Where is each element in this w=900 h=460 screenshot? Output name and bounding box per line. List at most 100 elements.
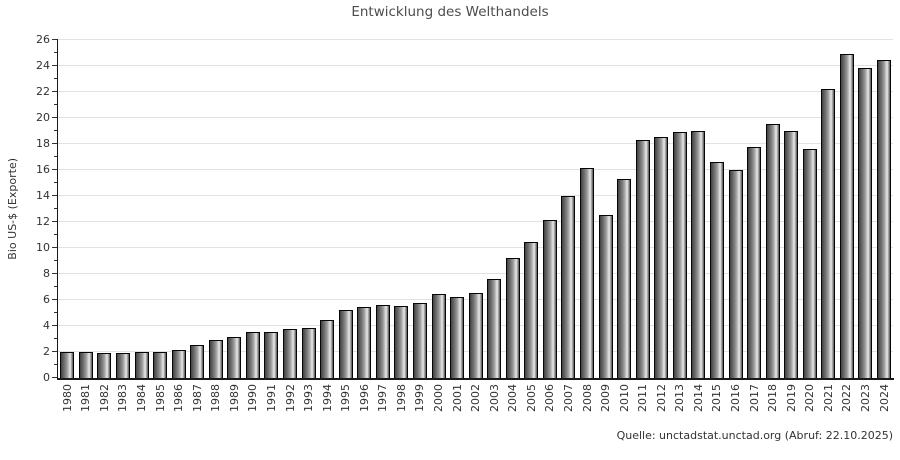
- x-tick-label: 2014: [691, 384, 705, 412]
- y-tick-label: 16: [36, 163, 50, 176]
- bar-1985: [153, 352, 168, 378]
- x-tick-cell: 2008: [578, 384, 597, 412]
- x-tick-cell: 2010: [615, 384, 634, 412]
- x-tick-label: 1985: [153, 384, 167, 412]
- y-tick-label: 18: [36, 137, 50, 150]
- x-tick-label: 2020: [803, 384, 817, 412]
- y-tick-label: 24: [36, 59, 50, 72]
- x-tick-cell: 1993: [299, 384, 318, 412]
- x-tick-label: 1994: [320, 384, 334, 412]
- y-tick-major: [51, 325, 57, 326]
- bar-2007: [561, 195, 576, 378]
- bar-slot: [336, 309, 355, 378]
- bar-2002: [468, 293, 483, 378]
- x-tick-label: 1987: [190, 384, 204, 412]
- x-tick-label: 2001: [450, 384, 464, 412]
- bar-1981: [78, 351, 93, 378]
- x-tick-label: 2005: [524, 384, 538, 412]
- y-tick-minor: [53, 234, 57, 235]
- bar-2001: [450, 296, 465, 378]
- bar-slot: [671, 131, 690, 378]
- x-tick-cell: 2002: [466, 384, 485, 412]
- y-tick-minor: [53, 156, 57, 157]
- y-tick-major: [51, 273, 57, 274]
- x-tick-cell: 1990: [244, 384, 263, 412]
- x-tick-cell: 2023: [856, 384, 875, 412]
- x-tick-label: 2009: [599, 384, 613, 412]
- bar-2017: [747, 147, 762, 378]
- x-axis-labels: 1980 1981 1982 1983 1984 1985 1986 1987 1988 1989…: [58, 384, 893, 412]
- y-tick-minor: [53, 260, 57, 261]
- bar-1989: [227, 337, 242, 378]
- x-tick-label: 2015: [710, 384, 724, 412]
- y-tick-label: 8: [43, 267, 50, 280]
- bar-slot: [77, 351, 96, 378]
- y-tick-major: [51, 143, 57, 144]
- bar-1994: [320, 320, 335, 378]
- bar-1993: [301, 328, 316, 378]
- y-tick-major: [51, 169, 57, 170]
- x-tick-label: 1997: [376, 384, 390, 412]
- bar-1995: [338, 309, 353, 378]
- y-axis-line: [56, 38, 58, 380]
- bar-2021: [821, 88, 836, 378]
- x-tick-cell: 1984: [132, 384, 151, 412]
- bar-2011: [635, 139, 650, 378]
- bar-2006: [542, 220, 557, 378]
- x-tick-cell: 1981: [77, 384, 96, 412]
- y-tick-major: [51, 351, 57, 352]
- x-tick-label: 1980: [60, 384, 74, 412]
- bar-slot: [726, 169, 745, 378]
- x-tick-cell: 1986: [169, 384, 188, 412]
- bar-2013: [672, 131, 687, 378]
- bar-1991: [264, 332, 279, 378]
- y-tick-label: 0: [43, 371, 50, 384]
- bar-slot: [225, 337, 244, 378]
- x-tick-cell: 1987: [188, 384, 207, 412]
- y-tick-label: 20: [36, 111, 50, 124]
- bar-2016: [728, 169, 743, 378]
- x-tick-cell: 2021: [819, 384, 838, 412]
- x-tick-cell: 2022: [838, 384, 857, 412]
- bar-2003: [487, 279, 502, 378]
- bar-slot: [745, 147, 764, 378]
- bar-slot: [151, 352, 170, 378]
- y-tick-minor: [53, 208, 57, 209]
- x-tick-label: 2003: [487, 384, 501, 412]
- x-tick-cell: 2006: [541, 384, 560, 412]
- x-tick-label: 2024: [877, 384, 891, 412]
- x-tick-cell: 1998: [392, 384, 411, 412]
- bar-slot: [801, 148, 820, 378]
- x-tick-cell: 2017: [745, 384, 764, 412]
- x-tick-cell: 2009: [596, 384, 615, 412]
- bar-2010: [617, 178, 632, 378]
- y-tick-major: [51, 299, 57, 300]
- bar-2009: [598, 215, 613, 378]
- x-tick-cell: 1999: [411, 384, 430, 412]
- gridline: [58, 65, 893, 66]
- y-tick-major: [51, 195, 57, 196]
- x-tick-cell: 2003: [485, 384, 504, 412]
- bar-slot: [559, 195, 578, 378]
- y-tick-minor: [53, 364, 57, 365]
- bar-slot: [355, 307, 374, 378]
- x-tick-cell: 2015: [708, 384, 727, 412]
- bar-slot: [281, 328, 300, 378]
- x-tick-cell: 1991: [262, 384, 281, 412]
- x-tick-label: 2013: [673, 384, 687, 412]
- x-tick-cell: 2001: [448, 384, 467, 412]
- x-tick-cell: 2014: [689, 384, 708, 412]
- x-tick-label: 2011: [636, 384, 650, 412]
- bar-slot: [782, 130, 801, 378]
- bar-slot: [819, 88, 838, 378]
- y-tick-major: [51, 91, 57, 92]
- bar-1990: [245, 332, 260, 378]
- x-tick-cell: 1997: [374, 384, 393, 412]
- x-tick-label: 1982: [97, 384, 111, 412]
- bar-slot: [856, 68, 875, 378]
- x-tick-label: 2023: [858, 384, 872, 412]
- x-tick-label: 2017: [747, 384, 761, 412]
- bar-slot: [429, 293, 448, 378]
- x-tick-cell: 1989: [225, 384, 244, 412]
